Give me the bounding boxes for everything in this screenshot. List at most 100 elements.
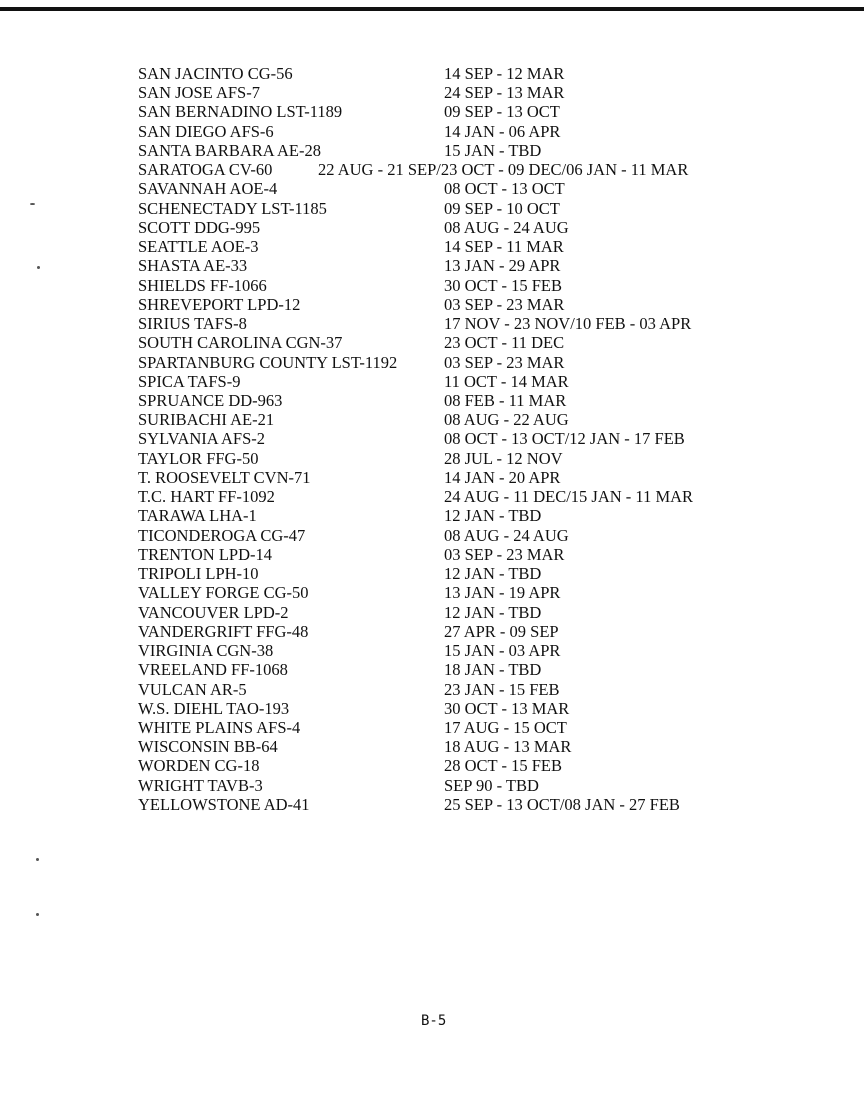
ship-name: SAN DIEGO AFS-6 — [138, 121, 274, 141]
ship-dates: 30 OCT - 15 FEB — [444, 275, 562, 295]
ship-dates: 14 JAN - 06 APR — [444, 121, 561, 141]
ship-name: SAN BERNADINO LST-1189 — [138, 102, 343, 122]
list-item: SURIBACHI AE-21 08 AUG - 22 AUG — [138, 410, 778, 429]
ship-name: VALLEY FORGE CG-50 — [138, 583, 309, 603]
ship-name: TAYLOR FFG-50 — [138, 448, 259, 468]
ship-dates: 25 SEP - 13 OCT/08 JAN - 27 FEB — [444, 794, 680, 814]
list-item: SPARTANBURG COUNTY LST-1192 03 SEP - 23 M… — [138, 353, 778, 372]
ship-dates: SEP 90 - TBD — [444, 775, 539, 795]
list-item: WHITE PLAINS AFS-4 17 AUG - 15 OCT — [138, 718, 778, 737]
ship-dates: 08 AUG - 24 AUG — [444, 525, 569, 545]
ship-name: SIRIUS TAFS-8 — [138, 314, 247, 334]
ship-dates: 22 AUG - 21 SEP/23 OCT - 09 DEC/06 JAN -… — [318, 160, 689, 180]
ship-name: W.S. DIEHL TAO-193 — [138, 698, 290, 718]
ship-name: SCOTT DDG-995 — [138, 217, 261, 237]
ship-name: T.C. HART FF-1092 — [138, 487, 275, 507]
ship-name: SARATOGA CV-60 — [138, 160, 273, 180]
ship-dates: 08 FEB - 11 MAR — [444, 390, 567, 410]
ship-name: SAN JACINTO CG-56 — [138, 64, 293, 83]
list-item: SAN BERNADINO LST-1189 09 SEP - 13 OCT — [138, 102, 778, 121]
ship-dates: 12 JAN - TBD — [444, 564, 542, 584]
ship-dates: 13 JAN - 19 APR — [444, 583, 561, 603]
ship-dates: 03 SEP - 23 MAR — [444, 294, 565, 314]
ship-dates: 14 JAN - 20 APR — [444, 467, 561, 487]
list-item: SAVANNAH AOE-4 08 OCT - 13 OCT — [138, 179, 778, 198]
ship-dates: 17 NOV - 23 NOV/10 FEB - 03 APR — [444, 314, 692, 334]
scan-speck — [37, 266, 40, 269]
ship-name: SPARTANBURG COUNTY LST-1192 — [138, 352, 398, 372]
ship-name: SPRUANCE DD-963 — [138, 390, 283, 410]
ship-dates: 18 AUG - 13 MAR — [444, 737, 572, 757]
top-rule — [0, 7, 864, 11]
list-item: TICONDEROGA CG-47 08 AUG - 24 AUG — [138, 526, 778, 545]
list-item: SAN DIEGO AFS-6 14 JAN - 06 APR — [138, 122, 778, 141]
ship-dates: 12 JAN - TBD — [444, 506, 542, 526]
list-item: VIRGINIA CGN-38 15 JAN - 03 APR — [138, 641, 778, 660]
list-item: VULCAN AR-5 23 JAN - 15 FEB — [138, 680, 778, 699]
list-item: T.C. HART FF-1092 24 AUG - 11 DEC/15 JAN … — [138, 487, 778, 506]
ship-name: WISCONSIN BB-64 — [138, 737, 278, 757]
ship-dates: 27 APR - 09 SEP — [444, 621, 559, 641]
ship-dates: 09 SEP - 13 OCT — [444, 102, 560, 122]
ship-name: SURIBACHI AE-21 — [138, 410, 275, 430]
list-item: SHREVEPORT LPD-12 03 SEP - 23 MAR — [138, 295, 778, 314]
ship-name: VANDERGRIFT FFG-48 — [138, 621, 309, 641]
list-item: YELLOWSTONE AD-41 25 SEP - 13 OCT/08 JAN … — [138, 795, 778, 814]
list-item: WISCONSIN BB-64 18 AUG - 13 MAR — [138, 737, 778, 756]
scan-speck — [36, 858, 39, 861]
ship-dates: 13 JAN - 29 APR — [444, 256, 561, 276]
ship-dates: 30 OCT - 13 MAR — [444, 698, 570, 718]
list-item: SHIELDS FF-1066 30 OCT - 15 FEB — [138, 276, 778, 295]
ship-name: VIRGINIA CGN-38 — [138, 641, 274, 661]
list-item: WRIGHT TAVB-3 SEP 90 - TBD — [138, 776, 778, 795]
scan-speck — [36, 913, 39, 916]
ship-name: SCHENECTADY LST-1185 — [138, 198, 327, 218]
list-item: SOUTH CAROLINA CGN-37 23 OCT - 11 DEC — [138, 333, 778, 352]
list-item: SAN JOSE AFS-7 24 SEP - 13 MAR — [138, 83, 778, 102]
ship-name: SAVANNAH AOE-4 — [138, 179, 278, 199]
list-item: SPRUANCE DD-963 08 FEB - 11 MAR — [138, 391, 778, 410]
list-item: TARAWA LHA-1 12 JAN - TBD — [138, 506, 778, 525]
ship-dates: 03 SEP - 23 MAR — [444, 352, 565, 372]
list-item: SPICA TAFS-9 11 OCT - 14 MAR — [138, 372, 778, 391]
ship-name: SPICA TAFS-9 — [138, 371, 241, 391]
list-item: SARATOGA CV-60 22 AUG - 21 SEP/23 OCT - 0… — [138, 160, 778, 179]
ship-dates: 23 OCT - 11 DEC — [444, 333, 565, 353]
list-item: TRENTON LPD-14 03 SEP - 23 MAR — [138, 545, 778, 564]
list-item: W.S. DIEHL TAO-193 30 OCT - 13 MAR — [138, 699, 778, 718]
ship-name: TICONDEROGA CG-47 — [138, 525, 306, 545]
list-item: SCOTT DDG-995 08 AUG - 24 AUG — [138, 218, 778, 237]
ship-name: TRIPOLI LPH-10 — [138, 564, 259, 584]
list-item: VANDERGRIFT FFG-48 27 APR - 09 SEP — [138, 622, 778, 641]
ship-dates: 15 JAN - 03 APR — [444, 641, 561, 661]
list-item: VREELAND FF-1068 18 JAN - TBD — [138, 660, 778, 679]
ship-dates: 08 AUG - 22 AUG — [444, 410, 569, 430]
ship-name: SHREVEPORT LPD-12 — [138, 294, 301, 314]
list-item: SAN JACINTO CG-56 14 SEP - 12 MAR — [138, 64, 778, 83]
ship-name: SOUTH CAROLINA CGN-37 — [138, 333, 343, 353]
ship-dates: 08 OCT - 13 OCT/12 JAN - 17 FEB — [444, 429, 685, 449]
ship-name: T. ROOSEVELT CVN-71 — [138, 467, 311, 487]
list-item: SANTA BARBARA AE-28 15 JAN - TBD — [138, 141, 778, 160]
ship-dates: 23 JAN - 15 FEB — [444, 679, 560, 699]
ship-dates: 15 JAN - TBD — [444, 140, 542, 160]
ship-dates: 28 JUL - 12 NOV — [444, 448, 563, 468]
ship-name: YELLOWSTONE AD-41 — [138, 794, 310, 814]
ship-schedule-list: SAN JACINTO CG-56 14 SEP - 12 MAR SAN JOSE… — [138, 64, 778, 814]
list-item: T. ROOSEVELT CVN-71 14 JAN - 20 APR — [138, 468, 778, 487]
ship-name: WHITE PLAINS AFS-4 — [138, 717, 301, 737]
ship-dates: 24 SEP - 13 MAR — [444, 83, 565, 103]
ship-name: TARAWA LHA-1 — [138, 506, 257, 526]
ship-name: SHIELDS FF-1066 — [138, 275, 267, 295]
ship-dates: 11 OCT - 14 MAR — [444, 371, 569, 391]
ship-name: VREELAND FF-1068 — [138, 660, 288, 680]
ship-name: WORDEN CG-18 — [138, 756, 260, 776]
ship-dates: 14 SEP - 12 MAR — [444, 64, 565, 83]
ship-name: SANTA BARBARA AE-28 — [138, 140, 321, 160]
ship-name: SHASTA AE-33 — [138, 256, 248, 276]
list-item: SHASTA AE-33 13 JAN - 29 APR — [138, 256, 778, 275]
ship-dates: 17 AUG - 15 OCT — [444, 717, 567, 737]
list-item: SIRIUS TAFS-8 17 NOV - 23 NOV/10 FEB - 03… — [138, 314, 778, 333]
list-item: TRIPOLI LPH-10 12 JAN - TBD — [138, 564, 778, 583]
list-item: SYLVANIA AFS-2 08 OCT - 13 OCT/12 JAN - 1… — [138, 429, 778, 448]
